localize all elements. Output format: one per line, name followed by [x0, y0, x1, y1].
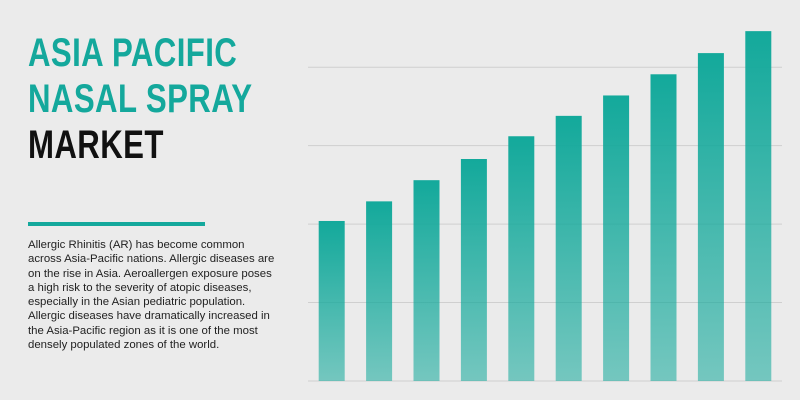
paragraph-line: densely populated zones of the world. [28, 339, 220, 352]
paragraph-line: Allergic Rhinitis (AR) has become common [28, 239, 245, 251]
bar [318, 220, 345, 381]
paragraph-line: a high risk to the severity of atopic di… [28, 281, 252, 294]
paragraph-line: the Asia-Pacific region as it is one of … [28, 324, 258, 337]
bar [697, 53, 724, 381]
bar [413, 180, 440, 381]
divider [28, 222, 205, 226]
paragraph-line: especially in the Asian pediatric popula… [28, 296, 246, 309]
paragraph-line: across Asia-Pacific nations. Allergic di… [28, 253, 275, 266]
bar [460, 159, 487, 381]
bar [555, 115, 582, 381]
title-line: MARKET [28, 123, 164, 167]
title-line: ASIA PACIFIC [28, 31, 238, 75]
paragraph-line: on the rise in Asia. Aeroallergen exposu… [28, 267, 272, 280]
title: ASIA PACIFIC NASAL SPRAY MARKET [28, 30, 252, 168]
title-line: NASAL SPRAY [28, 77, 253, 121]
bar [508, 136, 535, 381]
paragraph-line: Allergic diseases have dramatically incr… [28, 310, 270, 323]
bar [745, 31, 772, 381]
bar [650, 74, 677, 381]
bar [366, 201, 393, 381]
paragraph: Allergic Rhinitis (AR) has become common… [28, 238, 274, 352]
bar [603, 95, 630, 381]
